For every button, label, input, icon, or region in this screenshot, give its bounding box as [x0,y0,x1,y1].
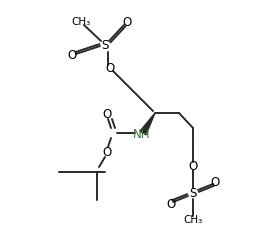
Text: CH₃: CH₃ [71,17,91,27]
Text: NH: NH [133,127,151,140]
Text: O: O [102,108,112,121]
Text: O: O [122,15,132,28]
Text: O: O [166,197,176,210]
Polygon shape [140,113,155,135]
Text: O: O [105,62,115,74]
Text: O: O [210,176,220,188]
Text: O: O [102,145,112,159]
Text: O: O [188,160,198,173]
Text: S: S [101,39,109,52]
Text: S: S [189,187,197,199]
Text: CH₃: CH₃ [183,215,203,225]
Text: O: O [67,49,77,62]
